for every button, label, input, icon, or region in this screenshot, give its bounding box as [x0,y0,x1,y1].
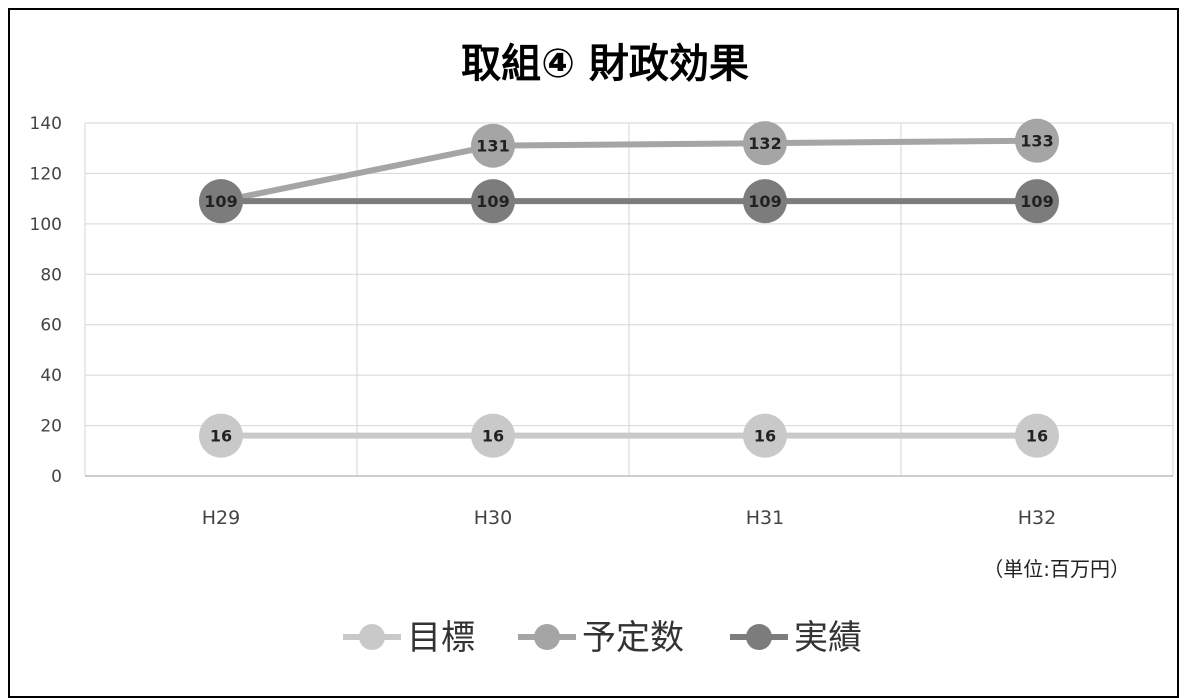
series-1-data-label-1: 131 [476,137,509,156]
y-tick-label-2: 40 [40,366,62,386]
series-2-point-1 [471,179,515,224]
y-axis-ticks: 0 20 40 60 80 100 120 140 [30,114,62,487]
gridlines [84,122,1174,477]
series-1-point-2 [743,121,787,166]
series-0-data-label-0: 16 [210,427,232,446]
y-tick-label-4: 80 [40,265,62,285]
series-line-1 [220,137,1038,205]
series-1-point-1 [471,123,515,168]
series-2-point-2 [743,179,787,224]
y-tick-label-5: 100 [30,215,62,235]
series-markers: 16161616109131132133109109109109 [199,118,1059,458]
x-tick-label-1: H30 [474,507,512,529]
y-tick-label-3: 60 [40,316,62,336]
x-tick-label-2: H31 [746,507,784,529]
chart-title: 取組④ 財政効果 [461,41,749,87]
series-2-point-0 [199,179,243,224]
y-tick-label-0: 0 [51,467,62,487]
series-0-point-2 [743,413,787,458]
series-1-data-label-3: 133 [1020,132,1053,151]
legend-label-0: 目標 [407,618,475,658]
x-axis-ticks: H29 H30 H31 H32 [202,507,1056,529]
series-0-data-label-2: 16 [754,427,776,446]
series-1-point-3 [1015,118,1059,163]
y-tick-label-1: 20 [40,417,62,437]
series-lines [220,137,1038,439]
series-2-point-3 [1015,179,1059,224]
series-2-data-label-3: 109 [1020,192,1053,211]
legend-label-2: 実績 [794,618,862,658]
legend-swatch-marker-1 [534,624,560,650]
series-0-data-label-3: 16 [1026,427,1048,446]
series-0-data-label-1: 16 [482,427,504,446]
legend-label-1: 予定数 [582,618,684,658]
unit-note: （単位:百万円） [983,557,1130,581]
series-0-point-0 [199,413,243,458]
series-2-data-label-0: 109 [204,192,237,211]
legend: 目標 予定数 実績 [343,618,862,658]
line-chart: 取組④ 財政効果 0 20 40 60 80 100 120 140 H29 H30 H31 H32… [30,41,1174,658]
series-2-data-label-2: 109 [748,192,781,211]
legend-swatch-marker-0 [359,624,385,650]
series-0-point-3 [1015,413,1059,458]
y-tick-label-7: 140 [30,114,62,134]
y-tick-label-6: 120 [30,164,62,184]
x-tick-label-3: H32 [1018,507,1056,529]
legend-swatch-marker-2 [746,624,772,650]
series-1-data-label-2: 132 [748,134,781,153]
series-0-point-1 [471,413,515,458]
x-tick-label-0: H29 [202,507,240,529]
series-2-data-label-1: 109 [476,192,509,211]
